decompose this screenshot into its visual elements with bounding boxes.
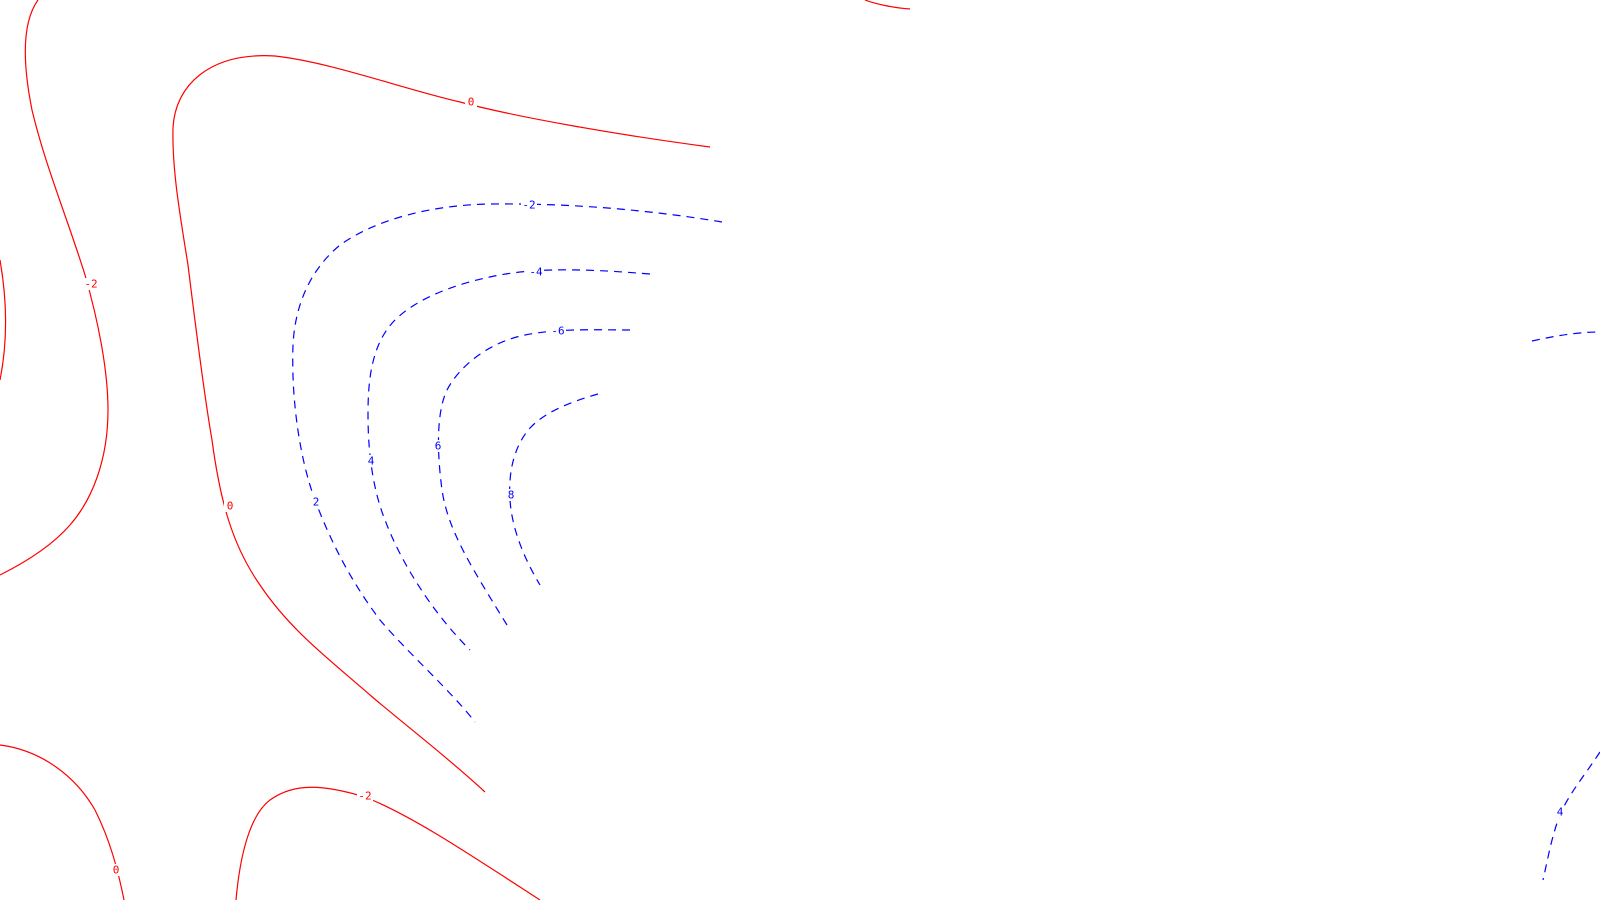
- contour-label-blue-bottom-right-4: 4: [1554, 806, 1566, 819]
- contour-label-text: 6: [435, 440, 442, 453]
- contour-label-blue-level-4-side: 4: [365, 455, 377, 468]
- contour-label-text: -2: [522, 199, 535, 212]
- contour-label-text: 2: [313, 496, 320, 509]
- contour-label-text: 4: [368, 455, 375, 468]
- contour-label-text: -4: [529, 266, 543, 279]
- contour-label-text: 4: [1557, 806, 1564, 819]
- contour-line-blue-level-2: [292, 203, 723, 723]
- contour-line-red-top-zero: [172, 55, 711, 266]
- contour-label-text: -2: [358, 790, 371, 803]
- contour-label-text: 0: [227, 500, 234, 513]
- contour-label-text: 0: [113, 864, 120, 877]
- contour-label-blue-level-8: 8: [505, 489, 517, 502]
- contour-label-blue-level-4-top: -4: [528, 266, 544, 279]
- contour-label-text: 8: [508, 489, 515, 502]
- contour-label-red-bottom-left-zero: 0: [110, 864, 122, 877]
- contour-line-red-top-edge: [864, 0, 911, 10]
- contour-line-red-left-edge: [0, 259, 7, 381]
- contour-label-blue-level-6-side: 6: [432, 440, 444, 453]
- contour-label-red-center-zero: 0: [224, 500, 236, 513]
- contour-labels: 0 -2 0 0 -2 -2 2 -4: [83, 96, 1566, 877]
- contour-line-red-bottom-minus2: [235, 786, 541, 900]
- contour-line-blue-bottom-right-4: [1542, 751, 1600, 881]
- contour-line-red-left-minus2: [0, 0, 109, 576]
- contour-label-text: -2: [84, 278, 97, 291]
- contour-line-blue-right-edge: [1531, 331, 1600, 342]
- contour-label-blue-level-6-top: -6: [550, 325, 566, 338]
- contour-line-red-bottom-left-zero: [0, 744, 125, 900]
- contour-line-blue-level-4: [367, 269, 651, 651]
- contour-line-blue-level-6: [437, 329, 631, 626]
- contour-label-red-left-minus2: -2: [83, 278, 99, 291]
- contour-label-text: -6: [551, 325, 564, 338]
- contour-line-red-center-zero: [187, 264, 486, 793]
- contour-label-text: 0: [468, 96, 475, 109]
- contour-label-red-top-zero: 0: [465, 96, 477, 109]
- contour-label-blue-level-2-top: -2: [521, 199, 537, 212]
- contour-label-red-bottom-minus2: -2: [357, 790, 373, 803]
- contour-line-blue-level-8: [509, 393, 599, 586]
- contour-label-blue-level-2-side: 2: [310, 496, 322, 509]
